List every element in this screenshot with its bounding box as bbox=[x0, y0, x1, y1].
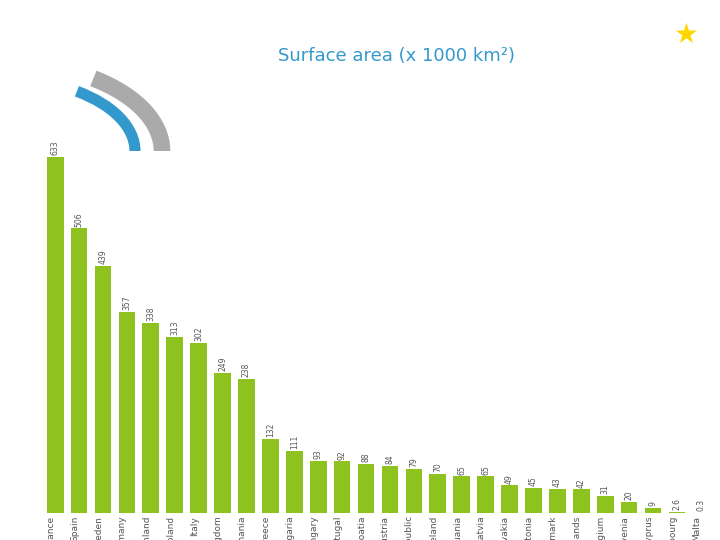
Bar bbox=[214, 373, 231, 513]
Text: 238: 238 bbox=[242, 363, 251, 377]
Text: 302: 302 bbox=[194, 327, 203, 341]
Bar bbox=[238, 379, 255, 513]
Text: 93: 93 bbox=[314, 449, 323, 459]
Bar bbox=[382, 465, 398, 513]
Text: 43: 43 bbox=[553, 477, 562, 487]
Bar bbox=[405, 469, 422, 513]
Text: ★: ★ bbox=[673, 21, 698, 49]
Bar bbox=[644, 508, 662, 513]
Text: 357: 357 bbox=[122, 296, 131, 310]
Text: 132: 132 bbox=[266, 423, 275, 437]
Text: 338: 338 bbox=[146, 307, 156, 321]
Text: 249: 249 bbox=[218, 357, 227, 372]
Text: 88: 88 bbox=[361, 453, 371, 462]
Text: How big are the EU countries?: How big are the EU countries? bbox=[14, 25, 394, 45]
Text: 439: 439 bbox=[99, 249, 107, 265]
Bar bbox=[94, 266, 112, 513]
Bar bbox=[501, 485, 518, 513]
Text: 111: 111 bbox=[289, 435, 299, 449]
Text: 65: 65 bbox=[457, 465, 467, 475]
Bar bbox=[166, 337, 183, 513]
Bar bbox=[190, 343, 207, 513]
Text: 92: 92 bbox=[338, 450, 346, 460]
Text: 633: 633 bbox=[50, 140, 60, 156]
Text: 31: 31 bbox=[600, 484, 610, 494]
Bar bbox=[310, 461, 327, 513]
Bar bbox=[334, 461, 351, 513]
Bar bbox=[573, 489, 590, 513]
Text: 49: 49 bbox=[505, 474, 514, 484]
Bar bbox=[669, 511, 685, 513]
Text: 506: 506 bbox=[75, 212, 84, 227]
Bar bbox=[143, 323, 159, 513]
Bar bbox=[454, 476, 470, 513]
Text: 79: 79 bbox=[410, 457, 418, 467]
Text: 84: 84 bbox=[385, 455, 395, 464]
Text: 0.3: 0.3 bbox=[696, 499, 706, 511]
Bar bbox=[358, 463, 374, 513]
Bar bbox=[597, 496, 613, 513]
Bar bbox=[47, 157, 63, 513]
Text: 45: 45 bbox=[529, 476, 538, 486]
Bar bbox=[119, 312, 135, 513]
Text: Surface area (x 1000 km²): Surface area (x 1000 km²) bbox=[277, 47, 515, 65]
Text: 9: 9 bbox=[649, 501, 657, 507]
Text: 20: 20 bbox=[624, 490, 634, 500]
Bar bbox=[71, 228, 87, 513]
Text: 2.6: 2.6 bbox=[672, 498, 681, 510]
Bar bbox=[477, 476, 494, 513]
Bar bbox=[286, 450, 302, 513]
Text: 313: 313 bbox=[170, 321, 179, 335]
Bar bbox=[549, 489, 566, 513]
Text: 42: 42 bbox=[577, 478, 586, 488]
Bar bbox=[525, 488, 542, 513]
Bar bbox=[621, 502, 637, 513]
Bar bbox=[262, 438, 279, 513]
Text: 65: 65 bbox=[481, 465, 490, 475]
Text: 70: 70 bbox=[433, 462, 442, 472]
Bar bbox=[429, 474, 446, 513]
